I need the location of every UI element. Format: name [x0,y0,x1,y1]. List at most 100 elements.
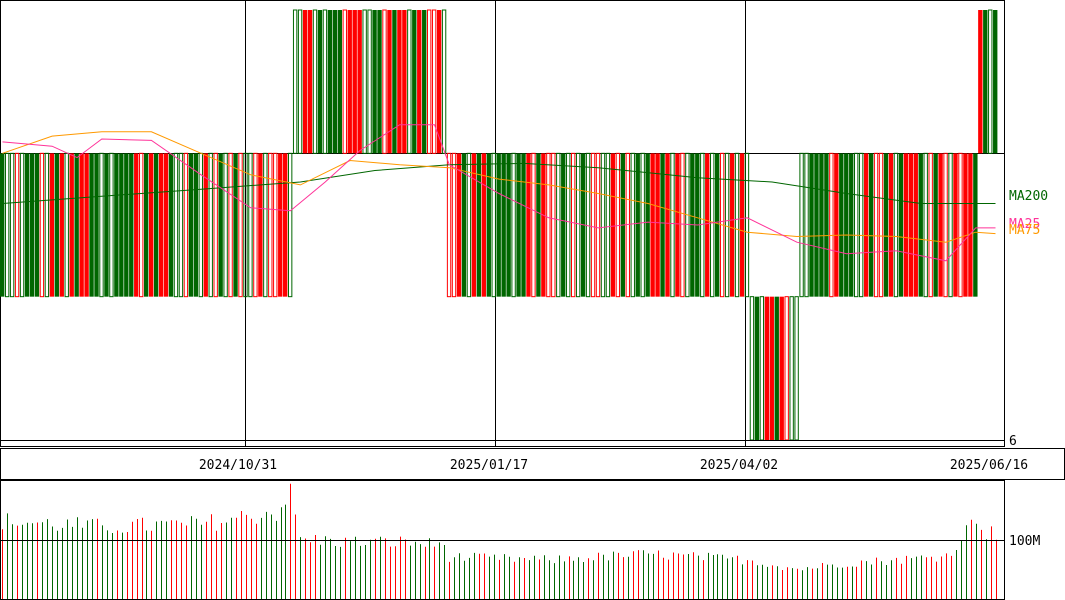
candle-184 [913,153,918,297]
candle-80 [397,10,402,154]
candle-70 [347,10,352,154]
ma75-label: MA75 [1009,223,1040,238]
candle-48 [238,152,243,298]
candle-121 [600,152,606,298]
x-tick-label-2025-06-16: 2025/06/16 [950,458,1028,473]
x-tick-label-2025-04-02: 2025/04/02 [700,458,778,473]
candle-116 [575,152,581,298]
candle-109 [541,153,546,297]
candle-56 [278,153,283,297]
candle-107 [531,152,536,298]
candle-15 [74,153,79,297]
candle-97 [481,153,486,297]
candle-152 [754,296,760,440]
candle-135 [670,152,675,298]
candle-189 [938,153,943,297]
candle-3 [14,152,20,298]
ma25-line [2,124,996,262]
candle-78 [387,10,392,154]
candle-181 [898,153,904,297]
candle-66 [327,10,333,154]
candle-163 [809,153,814,297]
candle-57 [283,153,288,297]
candle-50 [248,152,253,298]
candle-132 [655,153,660,297]
candle-75 [372,10,377,154]
candle-187 [928,152,933,298]
candle-9 [44,152,50,298]
candle-131 [650,153,655,297]
candle-191 [948,152,953,298]
candle-58 [287,152,293,298]
candle-190 [943,152,948,298]
volume-bars [2,483,997,599]
candle-177 [878,152,884,298]
candle-38 [188,153,194,297]
candle-198 [983,10,988,154]
candle-86 [427,9,432,154]
candle-108 [536,153,541,297]
candle-149 [739,153,745,297]
candle-104 [516,153,521,297]
candle-200 [993,10,998,154]
candle-46 [228,152,233,298]
candle-0 [0,153,5,297]
candle-197 [978,10,983,154]
candle-84 [417,10,422,154]
candle-176 [873,152,879,298]
x-tick-label-2025-01-17: 2025/01/17 [450,458,528,473]
candle-68 [337,10,342,154]
candle-26 [129,153,134,297]
candle-194 [963,153,968,297]
candle-169 [839,153,844,297]
moving-average-lines [2,124,996,262]
candle-134 [665,153,670,297]
candle-113 [561,153,566,297]
candle-167 [829,152,834,298]
candle-195 [968,153,973,297]
candle-10 [49,153,55,297]
candle-136 [675,153,680,297]
candle-129 [640,152,645,298]
candle-24 [119,153,124,297]
candle-22 [109,152,114,298]
candle-111 [551,152,556,298]
candle-33 [163,153,169,297]
candle-7 [34,153,40,297]
candle-164 [814,153,819,297]
candle-85 [422,10,427,154]
candle-71 [352,10,357,154]
candle-6 [29,153,35,297]
ma200-label: MA200 [1009,189,1048,204]
volume-tick-label-100m: 100M [1009,534,1040,549]
candle-99 [491,152,496,298]
candle-143 [710,152,715,298]
candle-30 [148,153,154,297]
candle-133 [660,153,665,297]
candle-91 [451,152,457,298]
candle-161 [799,152,804,298]
candle-29 [143,153,149,297]
candle-100 [496,153,501,297]
candle-150 [744,152,750,298]
candle-14 [69,153,74,297]
candle-32 [158,153,164,297]
candle-157 [779,296,784,440]
candle-196 [973,153,978,297]
candle-168 [834,153,839,297]
candle-59 [292,9,298,154]
candle-27 [134,153,139,297]
ma200-line [2,162,996,204]
candle-171 [849,153,854,297]
candle-1 [4,152,10,298]
candle-64 [317,10,323,154]
candle-5 [24,153,30,297]
candle-73 [362,9,367,154]
candle-81 [402,10,407,154]
candle-185 [918,153,923,297]
candle-166 [824,153,829,297]
candle-105 [521,153,526,297]
candle-122 [605,152,611,298]
candle-89 [441,9,447,154]
candle-106 [526,153,531,297]
